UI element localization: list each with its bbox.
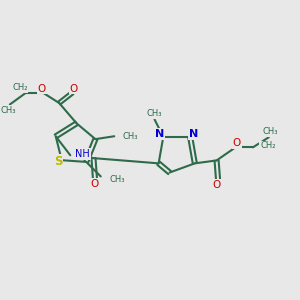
Text: CH₃: CH₃ [110, 175, 125, 184]
Text: O: O [212, 180, 221, 190]
Text: O: O [90, 179, 98, 189]
Text: CH₃: CH₃ [1, 106, 16, 115]
Text: S: S [54, 155, 62, 168]
Text: CH₂: CH₂ [12, 83, 28, 92]
Text: NH: NH [76, 149, 90, 159]
Text: CH₃: CH₃ [123, 132, 139, 141]
Text: CH₃: CH₃ [147, 109, 162, 118]
Text: O: O [70, 83, 78, 94]
Text: CH₃: CH₃ [262, 127, 278, 136]
Text: O: O [38, 83, 46, 94]
Text: N: N [155, 129, 164, 139]
Text: O: O [233, 138, 241, 148]
Text: N: N [189, 129, 198, 139]
Text: CH₂: CH₂ [260, 141, 276, 150]
